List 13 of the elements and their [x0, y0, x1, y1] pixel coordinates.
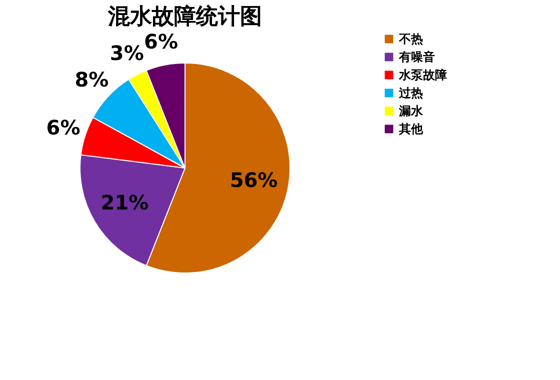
legend-label: 不热 [398, 32, 423, 46]
data-label: 6% [144, 29, 178, 54]
legend-label: 漏水 [398, 104, 424, 118]
legend-label: 其他 [398, 122, 424, 136]
legend-label: 有噪音 [398, 50, 435, 64]
chart-title: 混水故障统计图 [107, 3, 262, 30]
data-label: 21% [100, 190, 149, 215]
data-label: 6% [46, 115, 80, 140]
data-label: 56% [230, 168, 278, 192]
legend-label: 水泵故障 [398, 68, 447, 82]
data-label: 8% [74, 67, 109, 92]
legend-label: 过热 [398, 86, 423, 100]
data-label: 3% [110, 40, 144, 65]
